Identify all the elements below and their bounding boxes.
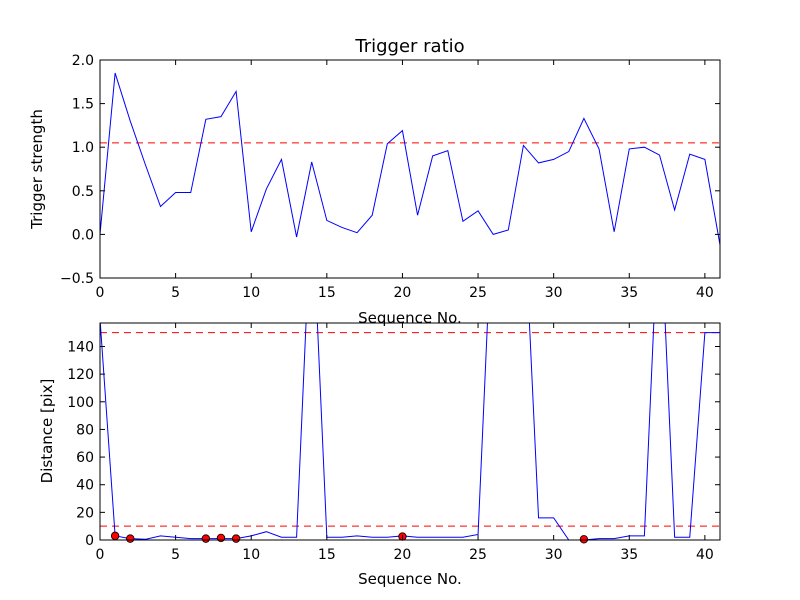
reference-lines (100, 332, 720, 527)
data-point (126, 534, 135, 543)
y-tick-label: 120 (67, 367, 94, 383)
y-axis-label: Trigger strength (28, 109, 46, 230)
y-tick-label: 100 (67, 395, 94, 411)
series-line (100, 72, 720, 245)
y-tick-label: 140 (67, 339, 94, 355)
x-tick-label: 25 (469, 547, 487, 563)
x-tick-label: 20 (394, 285, 412, 301)
x-tick-label: 10 (242, 547, 260, 563)
x-tick-label: 35 (620, 547, 638, 563)
trigger-ratio-chart: Trigger ratio 0 5 10 15 20 25 30 35 40 −0.5 0.0 0.… (28, 36, 721, 327)
y-tick-label: 20 (76, 505, 94, 521)
y-axis-label: Distance [pix] (38, 379, 56, 484)
x-tick-label: 0 (96, 285, 105, 301)
x-ticks: 0 5 10 15 20 25 30 35 40 (96, 323, 714, 563)
x-tick-label: 15 (318, 547, 336, 563)
x-axis-label: Sequence No. (358, 570, 462, 588)
y-tick-label: 0 (85, 533, 94, 549)
y-tick-label: 1.5 (72, 97, 94, 113)
x-ticks: 0 5 10 15 20 25 30 35 40 (96, 60, 714, 301)
data-point (201, 534, 211, 543)
plot-frame (99, 322, 721, 541)
data-point (110, 531, 120, 541)
x-axis-label: Sequence No. (358, 309, 462, 327)
series-line (100, 323, 720, 540)
x-tick-label: 30 (545, 547, 563, 563)
y-tick-label: 2.0 (72, 53, 94, 69)
y-tick-label: 0.0 (72, 227, 94, 243)
y-ticks: 0 20 40 60 80 100 120 140 (67, 339, 720, 549)
series-lines (100, 323, 720, 540)
x-tick-label: 5 (171, 285, 180, 301)
data-point (579, 535, 589, 544)
y-tick-label: 80 (76, 422, 94, 438)
data-point (231, 534, 241, 543)
x-tick-label: 40 (696, 285, 714, 301)
x-tick-label: 20 (394, 547, 412, 563)
plot-frame (99, 59, 721, 279)
y-tick-label: 0.5 (72, 184, 94, 200)
x-tick-label: 30 (545, 285, 563, 301)
x-tick-label: 15 (318, 285, 336, 301)
y-tick-label: 40 (76, 478, 94, 494)
x-tick-label: 5 (171, 547, 180, 563)
y-tick-label: 1.0 (72, 140, 94, 156)
data-point (216, 533, 226, 543)
x-tick-label: 40 (696, 547, 714, 563)
series-lines (100, 72, 720, 245)
x-tick-label: 35 (620, 285, 638, 301)
x-tick-label: 0 (96, 547, 105, 563)
x-tick-label: 10 (242, 285, 260, 301)
chart-title: Trigger ratio (354, 36, 464, 57)
x-tick-label: 25 (469, 285, 487, 301)
distance-chart: 0 5 10 15 20 25 30 35 40 0 20 40 60 80 100 120 140 Sequ… (38, 322, 721, 588)
y-ticks: −0.5 0.0 0.5 1.0 1.5 2.0 (60, 53, 720, 287)
y-tick-label: 60 (76, 450, 94, 466)
y-tick-label: −0.5 (60, 271, 94, 287)
